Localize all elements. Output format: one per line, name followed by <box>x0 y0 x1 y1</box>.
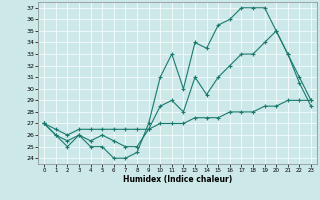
X-axis label: Humidex (Indice chaleur): Humidex (Indice chaleur) <box>123 175 232 184</box>
